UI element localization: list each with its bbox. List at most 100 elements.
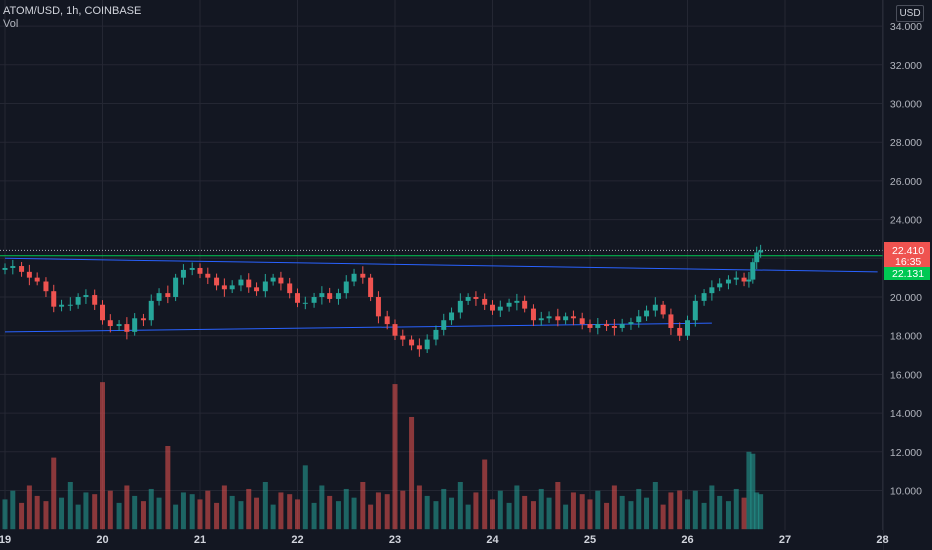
- volume-bar: [497, 490, 503, 530]
- candle-body: [563, 316, 569, 321]
- candle-body: [497, 306, 503, 311]
- time-axis: 19 20 21 22 23 24 25 26 27 28: [0, 530, 889, 550]
- candle-body: [490, 304, 495, 311]
- candle-body: [628, 322, 634, 325]
- candle-body: [262, 281, 268, 292]
- volume-bar: [75, 504, 81, 530]
- volume-bar: [343, 488, 349, 530]
- volume-bar: [652, 481, 658, 530]
- volume-bar: [368, 504, 374, 530]
- volume-bar: [59, 497, 65, 530]
- volume-bar: [473, 492, 479, 530]
- candle-body: [725, 279, 731, 284]
- volume-bar: [595, 490, 601, 530]
- candle-body: [197, 267, 203, 274]
- volume-bar: [538, 488, 544, 530]
- volume-bar: [100, 382, 105, 530]
- time-tick: 26: [681, 534, 693, 546]
- candle-body: [457, 300, 463, 313]
- price-tick: 16.000: [890, 369, 922, 381]
- candle-body: [692, 300, 698, 321]
- time-tick: 23: [389, 534, 401, 546]
- time-tick: 27: [779, 534, 791, 546]
- volume-bar: [409, 416, 415, 530]
- candle-body: [302, 302, 308, 304]
- candle-body: [34, 277, 40, 282]
- candle-body: [165, 293, 171, 297]
- symbol-title: ATOM/USD, 1h, COINBASE: [3, 5, 142, 17]
- candle-body: [506, 302, 512, 307]
- candle-body: [741, 277, 747, 282]
- volume-bar: [587, 499, 593, 530]
- candle-body: [10, 266, 16, 268]
- candle-body: [587, 324, 593, 328]
- volume-bar: [229, 495, 235, 530]
- candle-body: [238, 279, 244, 286]
- volume-bar: [287, 494, 293, 530]
- candle-body: [644, 310, 650, 317]
- volume-bar: [424, 495, 430, 530]
- volume-bar: [668, 492, 674, 530]
- volume-bar: [156, 497, 162, 530]
- candle-body: [2, 267, 8, 270]
- time-tick: 28: [876, 534, 888, 546]
- price-tick: 34.000: [890, 21, 922, 33]
- volume-bar: [433, 501, 439, 530]
- volume-bar: [546, 497, 552, 530]
- volume-bar: [579, 494, 585, 530]
- last-price-value: 22.410: [892, 245, 924, 257]
- volume-bars: [2, 382, 764, 530]
- candle-body: [392, 324, 398, 336]
- candle-body: [636, 316, 642, 323]
- candle-body: [546, 316, 552, 319]
- currency-button[interactable]: USD: [896, 5, 924, 22]
- candle-body: [368, 277, 374, 297]
- trendlines: [4, 257, 878, 333]
- volume-bar: [254, 497, 260, 530]
- trendline[interactable]: [4, 257, 878, 273]
- candle-body: [132, 318, 138, 332]
- candle-body: [319, 293, 325, 297]
- volume-bar: [51, 457, 57, 530]
- candle-body: [229, 285, 235, 290]
- volume-bar: [327, 495, 333, 530]
- candle-body: [270, 277, 276, 282]
- candle-body: [717, 283, 723, 288]
- price-tick: 26.000: [890, 176, 922, 188]
- candle-body: [343, 281, 349, 294]
- volume-bar: [717, 495, 723, 530]
- candle-body: [124, 324, 130, 332]
- candle-body: [92, 295, 98, 305]
- volume-bar: [563, 504, 569, 530]
- candle-body: [107, 320, 113, 327]
- candle-body: [59, 304, 65, 307]
- candle-body: [335, 293, 341, 299]
- candle-body: [156, 293, 162, 301]
- volume-bar: [132, 495, 138, 530]
- candle-body: [522, 300, 528, 309]
- volume-bar: [660, 504, 666, 530]
- time-tick: 21: [194, 534, 206, 546]
- trendline[interactable]: [4, 322, 712, 333]
- candle-body: [384, 316, 390, 325]
- volume-bar: [619, 495, 625, 530]
- candle-body: [67, 304, 73, 306]
- volume-bar: [465, 504, 471, 530]
- volume-bar: [750, 453, 756, 530]
- volume-bar: [278, 492, 284, 530]
- candle-body: [677, 327, 683, 336]
- volume-bar: [530, 501, 536, 530]
- candle-body: [733, 277, 739, 280]
- countdown-value: 16:35: [895, 256, 921, 268]
- volume-bar: [758, 494, 764, 530]
- candle-body: [327, 293, 333, 299]
- price-tick: 14.000: [890, 408, 922, 420]
- volume-bar: [644, 497, 650, 530]
- volume-bar: [335, 501, 341, 530]
- volume-bar: [375, 492, 381, 530]
- volume-bar: [140, 501, 146, 530]
- volume-bar: [116, 502, 122, 530]
- volume-bar: [392, 384, 398, 530]
- volume-bar: [26, 485, 32, 530]
